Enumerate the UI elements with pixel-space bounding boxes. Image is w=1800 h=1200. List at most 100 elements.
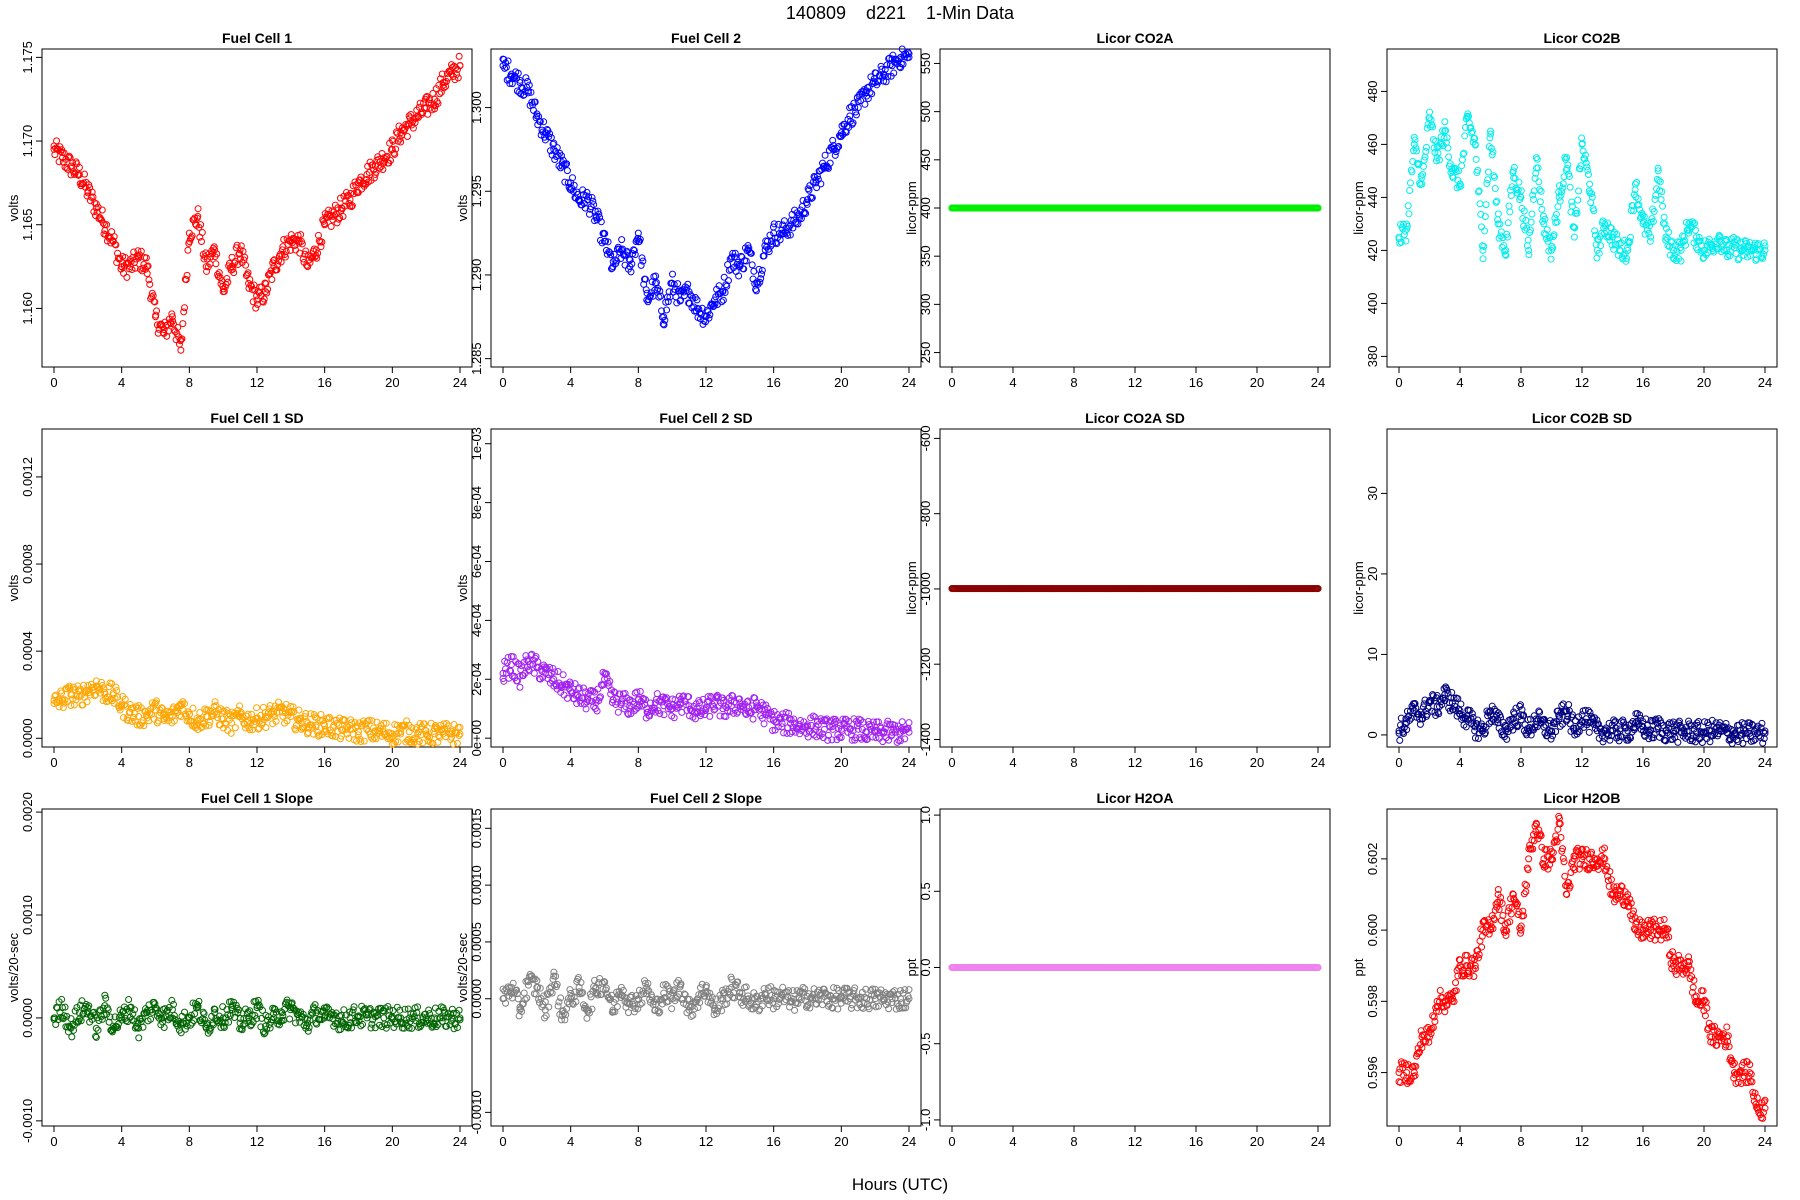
data-point <box>1528 210 1536 218</box>
data-point <box>1491 705 1499 713</box>
data-point <box>431 105 439 113</box>
data-point <box>653 995 661 1003</box>
data-point <box>1570 223 1578 231</box>
data-point <box>668 1005 676 1013</box>
data-point <box>849 727 857 735</box>
data-point <box>312 1009 320 1017</box>
data-point <box>1576 165 1584 173</box>
data-point <box>646 699 654 707</box>
data-point <box>642 286 650 294</box>
data-point <box>594 991 602 999</box>
data-point <box>146 280 154 288</box>
data-point <box>729 249 737 257</box>
data-point <box>849 119 857 127</box>
data-point <box>578 989 586 997</box>
data-point <box>393 129 401 137</box>
data-point <box>1608 241 1616 249</box>
data-point <box>311 1001 319 1009</box>
data-point <box>1588 190 1596 198</box>
data-point <box>533 977 541 985</box>
data-point <box>125 717 133 725</box>
x-tick-label: 16 <box>766 1134 780 1149</box>
data-point <box>268 1016 276 1024</box>
data-point <box>113 687 121 695</box>
data-point <box>1514 186 1522 194</box>
data-point <box>313 254 321 262</box>
data-point <box>338 726 346 734</box>
data-point <box>371 728 379 736</box>
data-point <box>744 246 752 254</box>
data-point <box>312 246 320 254</box>
data-point <box>245 279 253 287</box>
data-point <box>353 737 361 745</box>
data-point <box>1517 187 1525 195</box>
data-point <box>546 147 554 155</box>
data-point <box>787 719 795 727</box>
data-point <box>68 164 76 172</box>
data-point <box>644 980 652 988</box>
data-point <box>357 173 365 181</box>
data-point <box>1540 723 1548 731</box>
data-point <box>780 217 788 225</box>
x-tick-label: 24 <box>902 1134 916 1149</box>
data-point <box>1456 180 1464 188</box>
data-point <box>348 202 356 210</box>
data-point <box>1639 220 1647 228</box>
data-point <box>813 184 821 192</box>
x-tick-label: 20 <box>1250 375 1264 390</box>
data-point <box>1716 232 1724 240</box>
data-point <box>261 713 269 721</box>
data-point <box>820 725 828 733</box>
data-point <box>569 999 577 1007</box>
data-point <box>601 230 609 238</box>
data-point <box>1685 229 1693 237</box>
data-point <box>630 246 638 254</box>
data-point <box>126 708 134 716</box>
data-point <box>1677 246 1685 254</box>
data-point <box>594 685 602 693</box>
data-point <box>197 237 205 245</box>
data-point <box>1726 252 1734 260</box>
data-point <box>871 728 879 736</box>
data-point <box>425 96 433 104</box>
data-point <box>310 1005 318 1013</box>
data-point <box>343 1023 351 1031</box>
data-point <box>516 672 524 680</box>
data-point <box>1446 160 1454 168</box>
data-point <box>1397 714 1405 722</box>
data-point <box>524 77 532 85</box>
data-point <box>1731 244 1738 252</box>
data-point <box>276 1018 284 1026</box>
data-point <box>97 678 105 686</box>
data-point <box>1702 251 1710 259</box>
data-point <box>533 664 541 671</box>
data-point <box>434 738 442 746</box>
data-point <box>453 739 461 747</box>
data-point <box>405 1014 413 1022</box>
x-tick-label: 0 <box>948 755 955 770</box>
data-point <box>1584 171 1592 179</box>
data-point <box>449 740 457 748</box>
data-point <box>174 323 182 331</box>
data-point <box>1578 711 1586 719</box>
data-point <box>634 696 642 704</box>
data-point <box>264 1016 272 1024</box>
data-point <box>104 1006 112 1014</box>
data-point <box>1631 719 1639 727</box>
data-point <box>236 246 244 254</box>
data-point <box>1575 187 1583 195</box>
x-tick-label: 8 <box>1517 375 1524 390</box>
x-tick-label: 0 <box>50 375 57 390</box>
data-point <box>50 1014 58 1022</box>
data-point <box>563 167 571 175</box>
y-axis-label: licor-ppm <box>904 181 919 234</box>
data-point <box>1652 191 1660 199</box>
data-point <box>609 696 617 704</box>
data-point <box>735 260 743 268</box>
data-point <box>1450 694 1458 702</box>
data-point <box>551 668 559 676</box>
data-point <box>101 689 109 697</box>
data-point <box>1492 198 1500 206</box>
